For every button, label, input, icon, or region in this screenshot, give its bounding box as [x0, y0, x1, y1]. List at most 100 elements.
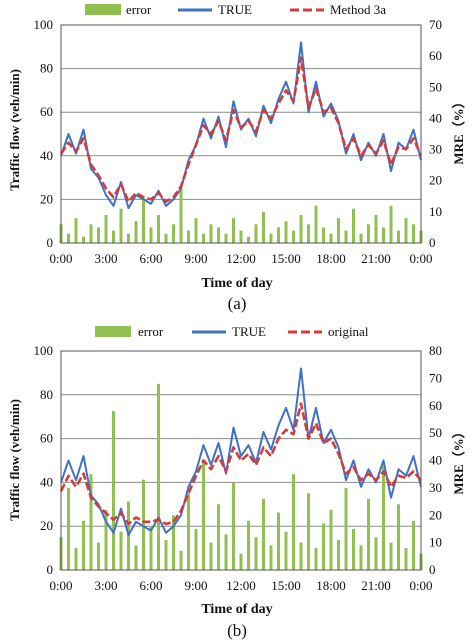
x-tick-label: 0:00: [409, 578, 432, 593]
error-bar: [269, 233, 273, 243]
y2-tick-label: 70: [429, 17, 442, 32]
legend-label-true: TRUE: [232, 324, 266, 339]
error-bar: [412, 520, 415, 570]
x-tick-label: 9:00: [184, 251, 207, 266]
error-bar: [112, 411, 115, 570]
error-bar: [202, 460, 205, 570]
error-bar: [397, 230, 400, 243]
error-bar: [247, 520, 250, 570]
y-axis-label-b: Traffic flow (veh/min): [7, 399, 22, 521]
y2-tick-label: 40: [429, 110, 442, 125]
error-bar: [172, 515, 175, 570]
error-bar: [97, 227, 100, 243]
error-bar: [164, 539, 168, 570]
error-bar: [67, 233, 70, 243]
error-bar: [157, 214, 160, 243]
y-tick-label: 80: [40, 387, 53, 402]
x-tick-label: 3:00: [94, 578, 117, 593]
error-bar: [299, 214, 303, 243]
error-bar: [412, 224, 415, 243]
error-bar: [67, 487, 70, 570]
y2-tick-label: 70: [429, 370, 442, 385]
y2-tick-label: 10: [429, 204, 442, 219]
error-bar: [374, 214, 378, 243]
error-bar: [82, 236, 85, 243]
error-bar: [209, 224, 213, 243]
error-bar: [142, 479, 145, 570]
error-bar: [187, 230, 190, 243]
series-line-predicted: [59, 402, 422, 526]
caption-b: (b): [227, 621, 247, 640]
error-bar: [134, 545, 138, 570]
error-bar: [74, 218, 78, 243]
error-bar: [292, 474, 295, 570]
series-line-true: [60, 367, 422, 536]
error-bar: [104, 214, 108, 243]
x-tick-label: 15:00: [271, 251, 301, 266]
plot-frame-a: [60, 24, 422, 244]
y-tick-label: 80: [40, 61, 53, 76]
y2-tick-label: 20: [429, 173, 442, 188]
error-bar: [224, 534, 228, 570]
error-bar: [97, 542, 100, 570]
y2-tick-label: 20: [429, 507, 442, 522]
x-tick-label: 0:00: [49, 578, 72, 593]
error-bar: [262, 211, 265, 243]
y2-ticks-b: 0 10 20 30 40 50 60 70 80: [429, 343, 442, 577]
grid-b: [61, 394, 421, 527]
error-bar: [194, 528, 198, 570]
y-tick-label: 0: [47, 562, 54, 577]
error-bar: [187, 493, 190, 570]
legend-label-true: TRUE: [218, 2, 252, 17]
y-tick-label: 20: [40, 518, 53, 533]
y2-tick-label: 60: [429, 48, 442, 63]
error-bar: [277, 227, 280, 243]
error-bar: [134, 221, 138, 243]
error-bar: [322, 227, 325, 243]
error-bar: [382, 227, 385, 243]
error-bar: [367, 498, 370, 570]
error-bar: [254, 224, 258, 243]
error-bar: [202, 233, 205, 243]
error-bar: [404, 548, 408, 570]
legend-label-pred: original: [328, 324, 369, 339]
error-bar: [292, 230, 295, 243]
error-bar: [382, 465, 385, 570]
x-tick-label: 12:00: [226, 251, 256, 266]
x-tick-label: 18:00: [316, 578, 346, 593]
error-bar: [157, 383, 160, 570]
x-tick-label: 0:00: [49, 251, 72, 266]
error-bar: [239, 553, 243, 570]
error-bar: [217, 504, 220, 570]
plot-frame-b: [60, 350, 422, 571]
y2-tick-label: 0: [429, 562, 436, 577]
error-bar: [209, 542, 213, 570]
y2-tick-label: 50: [429, 425, 442, 440]
error-bar: [232, 482, 235, 570]
legend-label-error: error: [138, 324, 164, 339]
y2-ticks-a: 0 10 20 30 40 50 60 70: [429, 17, 442, 250]
error-bar: [344, 487, 348, 570]
series-line-true: [60, 41, 422, 210]
y-tick-label: 60: [40, 431, 53, 446]
error-bar: [217, 227, 220, 243]
y2-tick-label: 40: [429, 453, 442, 468]
error-bar: [89, 224, 93, 243]
error-bar: [284, 221, 288, 243]
error-bar: [239, 230, 243, 243]
y-tick-label: 100: [34, 343, 54, 358]
error-bar: [254, 537, 258, 570]
x-tick-label: 6:00: [139, 578, 162, 593]
y-tick-label: 40: [40, 474, 53, 489]
chart-panel-a: error TRUE Method 3a 0 20 40 60 80 100 0 10 20 3…: [7, 2, 466, 313]
x-axis-label-a: Time of day: [201, 276, 272, 291]
error-bar: [82, 520, 85, 570]
error-bar: [389, 205, 393, 243]
y-tick-label: 40: [40, 148, 53, 163]
error-bar: [232, 218, 235, 243]
error-bar: [194, 218, 198, 243]
x-tick-label: 15:00: [271, 578, 301, 593]
y-ticks-b: 0 20 40 60 80 100: [34, 343, 54, 577]
legend-a: error TRUE Method 3a: [85, 2, 386, 17]
